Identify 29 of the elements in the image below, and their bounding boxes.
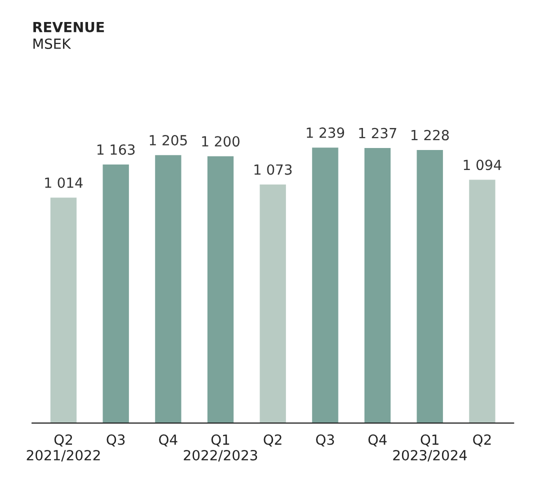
bar [207,156,234,424]
x-tick-label: Q1 2022/2023 [184,434,258,462]
data-label: 1 163 [97,144,135,155]
x-tick-label: Q4 [368,434,387,446]
bar [50,198,77,424]
bar [416,150,443,424]
data-label: 1 073 [254,164,292,175]
data-label: 1 094 [464,160,502,170]
x-tick-label: Q2 [473,434,491,446]
chart-subtitle: MSEK [33,38,72,49]
x-tick-label: Q2 [264,434,282,446]
data-label: 1 228 [412,130,449,140]
bar [364,148,391,424]
data-label: 1 014 [45,177,83,188]
x-tick-label: Q2 2021/2022 [26,434,100,462]
bar [155,155,182,424]
x-tick-label: Q3 [106,434,125,446]
x-tick-label: Q4 [159,434,178,446]
data-label: 1 237 [359,128,396,138]
bar [260,184,286,424]
x-tick-label: Q3 [316,434,334,446]
data-label: 1 239 [306,127,344,138]
data-label: 1 205 [150,134,187,146]
data-label: 1 200 [202,136,240,147]
chart-title: REVENUE [33,22,104,32]
bar [469,180,496,424]
x-tick-label: Q1 2023/2024 [393,434,467,462]
bar [102,164,129,424]
bar [312,148,338,424]
